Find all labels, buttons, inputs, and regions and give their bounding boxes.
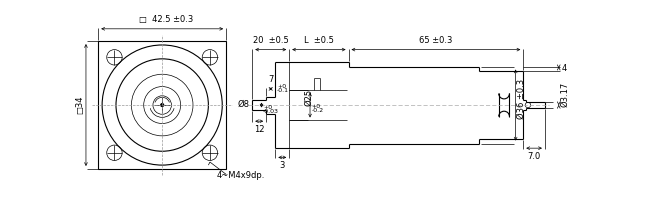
- Text: 12: 12: [254, 125, 265, 134]
- Text: +0: +0: [311, 104, 320, 109]
- Text: -0.1: -0.1: [277, 88, 289, 93]
- Text: +0: +0: [263, 105, 272, 110]
- Text: 20  ±0.5: 20 ±0.5: [253, 36, 289, 45]
- Text: 4~M4x9dp.: 4~M4x9dp.: [216, 171, 265, 180]
- Text: □34: □34: [75, 96, 84, 114]
- Text: 65 ±0.3: 65 ±0.3: [419, 36, 452, 45]
- Text: 7.0: 7.0: [527, 152, 541, 161]
- Text: Ø36 ±0.3: Ø36 ±0.3: [517, 79, 526, 119]
- Text: 3: 3: [280, 161, 285, 170]
- Text: Ø8: Ø8: [237, 100, 249, 109]
- Text: Ø3.17: Ø3.17: [560, 82, 569, 107]
- Text: □  42.5 ±0.3: □ 42.5 ±0.3: [139, 15, 193, 24]
- Bar: [98, 41, 226, 169]
- Text: L  ±0.5: L ±0.5: [304, 36, 334, 45]
- Circle shape: [161, 104, 164, 106]
- Text: -0.03: -0.03: [263, 109, 279, 114]
- Text: Ø25: Ø25: [304, 89, 313, 106]
- Text: -0.2: -0.2: [311, 108, 324, 113]
- Text: 7: 7: [268, 75, 274, 84]
- Text: 4: 4: [562, 64, 567, 73]
- Text: +0: +0: [277, 84, 286, 89]
